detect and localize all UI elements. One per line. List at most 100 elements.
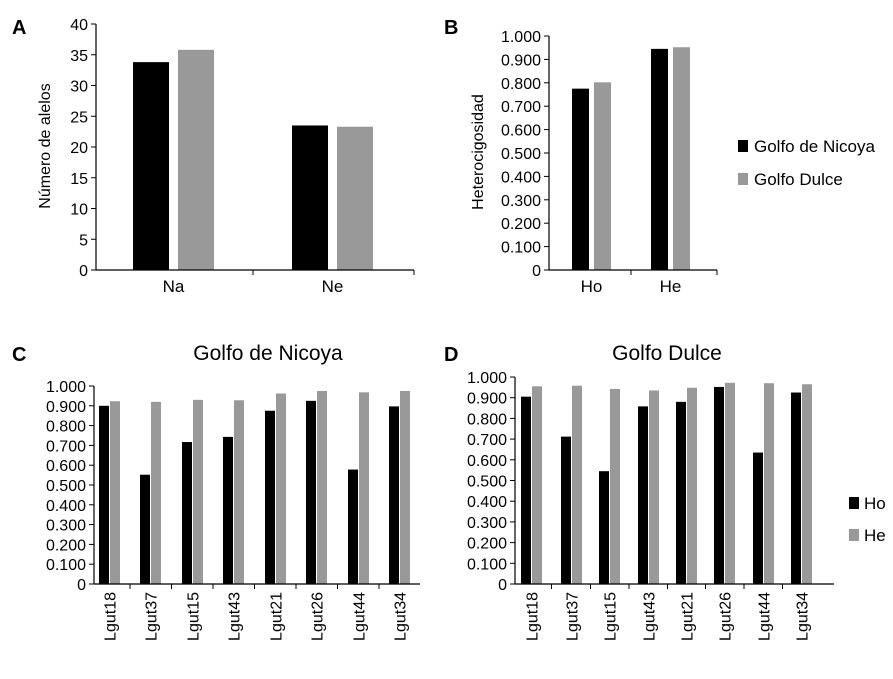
panel-d-xtick-label-3: Lgut43 [642,592,659,641]
panel-c-xtick-label-2: Lgut15 [186,592,203,641]
legend-bottom: Ho He [849,494,886,545]
panel-d-bar-0-2 [599,471,609,584]
panel-d-ytick-label-8: 0.800 [467,411,507,428]
panel-c-ytick-label-2: 0.200 [46,537,86,554]
panel-c-bar-1-5 [317,390,327,584]
panel-b-ytick-label-5: 0.500 [501,146,541,163]
panel-b-bar-0-1 [651,48,668,271]
panel-d-ytick-label-4: 0.400 [467,494,507,511]
panel-a-xtick-label-0: Na [163,277,185,296]
panel-b: B Heterocigosidad 00.1000.2000.3000.4000… [444,17,718,296]
panel-a-bar-1-1 [337,126,373,270]
panel-d-xtick-label-2: Lgut15 [603,592,620,641]
panel-b-ytick-label-3: 0.300 [501,193,541,210]
panel-b-ytick-label-2: 0.200 [501,216,541,233]
legend-bottom-label-2: He [864,526,886,545]
panel-d-ytick-label-0: 0 [498,577,507,594]
panel-b-letter: B [444,17,458,39]
legend-top-label-2: Golfo Dulce [754,170,843,189]
panel-b-xtick-label-0: Ho [581,277,603,296]
panel-c-xtick-label-1: Lgut37 [144,592,161,641]
panel-a-bar-0-0 [133,62,169,270]
panel-a-ytick-label-4: 20 [70,140,88,157]
panel-c-xtick-label-3: Lgut43 [227,592,244,641]
panel-d-ytick-label-2: 0.200 [467,536,507,553]
panel-c-bar-0-1 [140,474,150,584]
panel-b-ytick-label-1: 0.100 [501,240,541,257]
panel-c-bar-0-3 [223,436,233,584]
panel-d-bar-0-1 [561,436,571,584]
panel-d-ytick-label-1: 0.100 [467,556,507,573]
panel-d-xtick-label-4: Lgut21 [680,592,697,641]
panel-d-bar-0-4 [676,401,686,584]
panel-b-plot: 0 0.100 0.200 0.300 0.400 0.500 0.600 0.700 0.80… [501,29,718,296]
legend-top-swatch-1 [738,140,748,152]
panel-c-letter: C [12,344,26,366]
panel-c-ytick-label-5: 0.500 [46,478,86,495]
panel-d-title: Golfo Dulce [612,342,722,365]
panel-a: A Número de alelos 0 5 10 15 20 25 30 35 40 Na Ne [12,17,415,296]
panel-b-ytick-label-7: 0.700 [501,99,541,116]
panel-b-ytick-label-10: 1.000 [501,29,541,46]
panel-b-ytick-label-6: 0.600 [501,123,541,140]
panel-c-bar-0-2 [182,442,192,584]
panel-a-ytick-label-1: 5 [79,232,88,249]
panel-c: C Golfo de Nicoya 00.1000.2000.3000.4000… [12,342,420,641]
panel-b-xtick-label-1: He [660,277,682,296]
legend-bottom-label-1: Ho [864,494,886,513]
panel-d-bar-0-6 [753,452,763,584]
panel-a-ylabel: Número de alelos [37,83,54,208]
panel-d-ytick-label-9: 0.900 [467,391,507,408]
panel-c-bar-0-4 [265,410,275,584]
panel-b-bar-1-1 [673,47,690,271]
panel-d-xtick-label-7: Lgut34 [795,592,812,641]
panel-a-ytick-label-6: 30 [70,79,88,96]
panel-a-ytick-label-5: 25 [70,109,88,126]
panel-c-xtick-label-4: Lgut21 [269,592,286,641]
panel-a-bar-1-0 [178,49,214,270]
panel-d-bar-1-7 [802,384,812,584]
panel-a-plot: 0 5 10 15 20 25 30 35 40 Na Ne [70,17,415,296]
panel-c-ytick-label-3: 0.300 [46,518,86,535]
panel-c-bar-1-2 [193,399,203,584]
panel-d-ytick-label-10: 1.000 [467,370,507,387]
panel-c-ytick-label-4: 0.400 [46,498,86,515]
panel-c-ytick-label-10: 1.000 [46,379,86,396]
panel-d-xtick-label-0: Lgut18 [525,592,542,641]
panel-d-xtick-label-6: Lgut44 [757,592,774,641]
panel-a-ytick-label-3: 15 [70,171,88,188]
legend-top-swatch-2 [738,173,748,185]
legend-bottom-swatch-1 [849,497,859,509]
panel-d-bar-0-0 [521,396,531,584]
panel-b-ylabel: Heterocigosidad [470,94,487,210]
panel-d-plot: 0 0.100 0.200 0.300 0.400 0.500 0.600 0.700 0.80… [467,370,834,641]
panel-d-ytick-label-6: 0.600 [467,453,507,470]
panel-c-bar-1-3 [234,400,244,584]
panel-d-bar-1-4 [687,387,697,584]
panel-b-bar-0-0 [572,88,589,271]
panel-d-ytick-label-7: 0.700 [467,432,507,449]
panel-b-ytick-label-0: 0 [532,263,541,280]
panel-b-bar-1-0 [594,82,611,270]
panel-a-ytick-label-7: 35 [70,48,88,65]
panel-d-xtick-label-5: Lgut26 [718,592,735,641]
panel-d-bar-1-6 [764,383,774,584]
panel-c-xtick-label-7: Lgut34 [393,592,410,641]
panel-c-bar-1-4 [276,393,286,584]
panel-d-bar-1-1 [572,385,582,584]
panel-c-bar-0-7 [389,406,399,584]
panel-d-bar-0-7 [791,392,801,584]
legend-top-label-1: Golfo de Nicoya [754,137,875,156]
panel-c-xtick-label-0: Lgut18 [103,592,120,641]
legend-bottom-swatch-2 [849,529,859,541]
panel-d-bar-0-5 [714,386,724,584]
panel-c-bar-1-6 [359,392,369,584]
panel-d-bar-1-3 [649,390,659,584]
panel-c-ytick-label-0: 0 [77,577,86,594]
panel-c-bar-1-0 [110,401,120,584]
panel-c-bar-1-1 [151,401,161,584]
panel-d-bar-0-3 [638,406,648,584]
panel-a-ytick-label-2: 10 [70,202,88,219]
panel-d-bar-1-2 [610,389,620,584]
